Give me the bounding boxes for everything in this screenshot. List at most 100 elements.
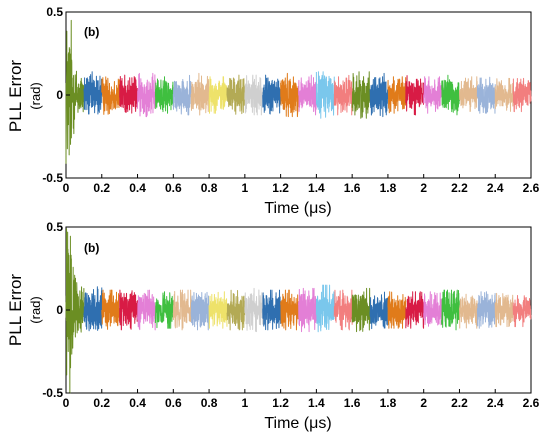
x-tick-label: 1	[242, 181, 249, 195]
x-tick-label: 0.4	[129, 181, 146, 195]
x-tick-label: 2.6	[523, 396, 540, 410]
series-trace-20	[423, 76, 443, 114]
series-trace-10	[244, 287, 264, 333]
x-tick-label: 2.6	[523, 181, 540, 195]
x-tick-label: 2.4	[487, 181, 504, 195]
series-trace-7	[190, 72, 210, 116]
y-tick-label: 0	[56, 88, 63, 102]
x-tick-label: 1.2	[272, 396, 289, 410]
series-trace-13	[298, 287, 317, 333]
x-tick-label: 2.2	[451, 181, 468, 195]
y-axis-label: PLL Error	[6, 60, 25, 132]
y-tick-label: -0.5	[42, 171, 63, 185]
series-trace-13	[298, 74, 317, 116]
series-trace-7	[190, 291, 210, 331]
series-trace-2	[101, 76, 121, 115]
series-trace-3	[119, 289, 139, 331]
x-axis-label: Time (μs)	[264, 415, 331, 432]
series-trace-6	[172, 289, 192, 331]
series-trace-19	[405, 291, 425, 329]
x-tick-label: 0.6	[165, 181, 182, 195]
series-trace-8	[208, 291, 228, 329]
series-trace-11	[262, 74, 282, 115]
series-trace-14	[315, 284, 335, 333]
series-trace-18	[387, 291, 407, 329]
x-tick-label: 1.2	[272, 181, 289, 195]
x-tick-label: 0.2	[93, 181, 110, 195]
y-tick-label: 0.5	[46, 220, 63, 234]
series-trace-6	[172, 74, 192, 116]
series-trace-25	[512, 295, 532, 328]
series-trace-5	[154, 291, 174, 329]
x-axis-label: Time (μs)	[264, 200, 331, 217]
series-trace-0	[65, 19, 85, 164]
y-tick-label: 0	[56, 303, 63, 317]
y-axis-ticks: -0.5 0 0.5	[42, 5, 70, 185]
series-trace-2	[101, 289, 121, 330]
x-tick-label: 1.4	[308, 181, 325, 195]
x-tick-label: 1	[242, 396, 249, 410]
x-axis-ticks: 0 0.2 0.4 0.6 0.8 1 1.2 1.4 1.6 1.8 2 2.2 2.4 2.6	[63, 174, 540, 195]
x-tick-label: 0.6	[165, 396, 182, 410]
series-trace-21	[441, 74, 460, 116]
series-trace-16	[351, 71, 371, 119]
x-tick-label: 1.6	[344, 181, 361, 195]
series-trace-24	[494, 292, 514, 328]
series-trace-9	[226, 289, 246, 331]
x-tick-label: 0	[63, 396, 70, 410]
x-tick-label: 2	[420, 396, 427, 410]
panel-a: (b) 0 0.2 0.4 0.6 0.8 1 1.2 1.4 1.6 1.8 2 2.2 2.4 2.6…	[6, 5, 540, 217]
series-trace-3	[119, 74, 139, 114]
series-trace-9	[226, 74, 246, 115]
x-tick-label: 0	[63, 181, 70, 195]
series-trace-4	[137, 289, 156, 331]
series-trace-18	[387, 76, 407, 114]
series-trace-17	[369, 291, 389, 330]
y-axis-ticks: -0.5 0 0.5	[42, 220, 70, 400]
x-tick-label: 0.4	[129, 396, 146, 410]
x-tick-label: 1.6	[344, 396, 361, 410]
series-trace-8	[208, 76, 228, 114]
series-trace-21	[441, 289, 460, 331]
x-tick-label: 2.2	[451, 396, 468, 410]
series-trace-12	[280, 289, 299, 331]
series-trace-5	[154, 76, 174, 114]
series-trace-10	[244, 74, 264, 116]
series-trace-23	[476, 76, 496, 114]
x-tick-label: 2	[420, 181, 427, 195]
series-trace-15	[333, 74, 353, 116]
x-tick-label: 0.8	[201, 181, 218, 195]
series-trace-25	[512, 77, 532, 113]
series-trace-15	[333, 289, 353, 331]
series-trace-20	[423, 291, 443, 327]
y-tick-label: 0.5	[46, 5, 63, 19]
series-trace-12	[280, 72, 299, 118]
series-trace-11	[262, 289, 282, 331]
x-tick-label: 0.8	[201, 396, 218, 410]
series-traces	[65, 19, 532, 164]
series-trace-1	[83, 71, 103, 115]
series-trace-24	[494, 77, 514, 112]
series-trace-1	[83, 286, 103, 332]
y-axis-unit: (rad)	[28, 82, 43, 109]
x-tick-label: 0.2	[93, 396, 110, 410]
x-tick-label: 1.4	[308, 396, 325, 410]
y-tick-label: -0.5	[42, 386, 63, 400]
series-traces	[65, 228, 532, 394]
panel-label: (b)	[84, 25, 99, 39]
x-tick-label: 1.8	[380, 181, 397, 195]
series-trace-17	[369, 72, 389, 118]
series-trace-22	[458, 76, 478, 113]
x-tick-label: 2.4	[487, 396, 504, 410]
x-axis-ticks: 0 0.2 0.4 0.6 0.8 1 1.2 1.4 1.6 1.8 2 2.2 2.4 2.6	[63, 389, 540, 410]
series-trace-14	[315, 71, 335, 119]
y-axis-unit: (rad)	[28, 296, 43, 323]
series-trace-0	[65, 228, 85, 394]
series-trace-16	[351, 287, 371, 333]
panel-b: (b) 0 0.2 0.4 0.6 0.8 1 1.2 1.4 1.6 1.8 2 2.2 2.4 2.6…	[6, 220, 540, 432]
series-trace-23	[476, 291, 496, 329]
panel-label: (b)	[84, 241, 99, 255]
y-axis-label: PLL Error	[6, 274, 25, 346]
series-trace-22	[458, 293, 478, 329]
